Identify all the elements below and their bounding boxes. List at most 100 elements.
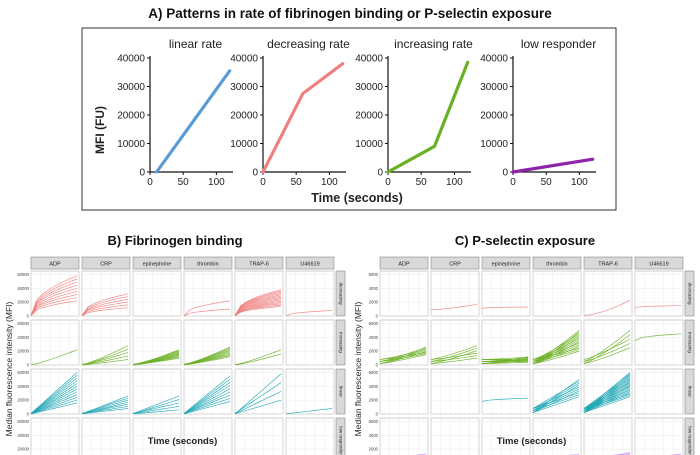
panel-b-facet-panel — [285, 270, 335, 317]
panel-c-series-line — [379, 354, 427, 364]
panel-a-xtick-label: 0 — [510, 177, 516, 188]
panel-c-series-line — [430, 350, 478, 364]
panel-c-series-line — [532, 341, 580, 364]
panel-b-facet-panel — [183, 270, 233, 317]
panel-c-series-line — [481, 397, 529, 402]
panel-c-series-line — [481, 356, 529, 364]
panel-a-series-line — [261, 62, 345, 174]
panel-c-facet-label: thrombin — [546, 262, 567, 268]
panel-b-series-line — [81, 296, 129, 316]
panel-c-series-line — [583, 388, 631, 413]
panel-a-ytick-label: 40000 — [480, 54, 508, 65]
panel-c-ytick-label: 4000 — [369, 384, 379, 389]
panel-b-series-line — [81, 408, 129, 415]
panel-b-series-line — [234, 290, 282, 317]
panel-b-xlabel: Time (seconds) — [148, 436, 218, 447]
panel-c-series-line — [481, 306, 529, 309]
panel-c-ylabel: Median fluorescence intensity (MFI) — [353, 302, 363, 437]
panel-a-subplot-title: low responder — [521, 37, 596, 51]
panel-b-series-line — [132, 399, 180, 415]
panel-b-series-line — [132, 349, 180, 366]
panel-b-ytick-label: 40000 — [17, 433, 29, 438]
panel-a-xtick-label: 100 — [446, 177, 463, 188]
panel-b-series-line — [30, 349, 78, 366]
panel-b-facet-strip — [132, 256, 182, 270]
panel-c-series-line — [532, 346, 580, 364]
panel-b-series-line — [30, 284, 78, 316]
panel-b-series-line — [81, 304, 129, 316]
panel-b-facet-label: U46619 — [300, 262, 319, 268]
panel-b-series-line — [234, 293, 282, 316]
panel-c-ytick-label: 2000 — [369, 349, 379, 354]
panel-b-series-line — [183, 391, 231, 415]
panel-b-series-line — [81, 401, 129, 415]
panel-c-ytick-label: 6000 — [369, 321, 379, 326]
panel-b-series-line — [234, 305, 282, 317]
panel-c-series-line — [532, 331, 580, 364]
panel-c-ytick-label: 2000 — [369, 300, 379, 305]
panel-b-series-line — [30, 391, 78, 415]
panel-b-series-line — [81, 293, 129, 316]
panel-b-series-line — [81, 355, 129, 366]
panel-b-ytick-label: 20000 — [17, 447, 29, 452]
panel-a-ytick-label: 10000 — [230, 139, 258, 150]
panel-b-series-line — [234, 349, 282, 366]
figure-title-a: A) Patterns in rate of fibrinogen bindin… — [148, 6, 552, 21]
panel-b-facet-strip — [183, 256, 233, 270]
panel-c-ytick-label: 6000 — [369, 370, 379, 375]
panel-c-series-line — [583, 373, 631, 413]
panel-b-series-line — [183, 308, 231, 317]
panel-b-ytick-label: 40000 — [17, 286, 29, 291]
panel-b-series-line — [81, 399, 129, 415]
panel-b-series-line — [81, 406, 129, 415]
panel-b-series-line — [81, 299, 129, 317]
panel-a-ytick-label: 30000 — [230, 82, 258, 93]
panel-a-ytick-label: 20000 — [117, 111, 145, 122]
panel-a-xtick-label: 50 — [178, 177, 190, 188]
panel-b-series-line — [30, 386, 78, 415]
panel-b-row-label: increasing — [338, 332, 343, 353]
panel-b-facet-panel — [132, 270, 182, 317]
panel-b-facet-panel — [183, 368, 233, 415]
panel-c-facet-panel — [481, 417, 531, 455]
panel-a-series-line — [511, 157, 595, 174]
panel-c-facet-strip — [583, 256, 633, 270]
panel-b-series-line — [30, 281, 78, 317]
panel-b-series-line — [30, 399, 78, 415]
panel-b-series-line — [183, 375, 231, 414]
panel-b-series-line — [234, 304, 282, 316]
panel-c-ytick-label: 4000 — [369, 335, 379, 340]
panel-a-subplot-title: linear rate — [169, 37, 223, 51]
panel-c-series-line — [583, 377, 631, 413]
panel-c-facet-panel — [430, 270, 480, 317]
panel-c-facet-panel — [379, 417, 429, 455]
panel-b-ytick-label: 0 — [27, 412, 30, 417]
panel-b-facet-label: ADP — [49, 262, 61, 268]
panel-c-facet-label: ADP — [398, 262, 410, 268]
panel-a-ytick-label: 40000 — [355, 54, 383, 65]
panel-c-facet-label: U46619 — [649, 262, 668, 268]
panel-b-series-line — [234, 353, 282, 366]
panel-c-row-label: decreasing — [687, 282, 692, 305]
panel-b-ylabel: Median fluorescence intensity (MFI) — [4, 302, 14, 437]
panel-a-ytick-label: 30000 — [480, 82, 508, 93]
panel-a-ytick-label: 10000 — [355, 139, 383, 150]
panel-b-row-strip — [335, 319, 346, 366]
panel-c-series-line — [379, 347, 427, 364]
panel-a-xtick-label: 100 — [321, 177, 338, 188]
panel-b-facet-panel — [81, 319, 131, 366]
panel-a-ytick-label: 20000 — [230, 111, 258, 122]
panel-b-series-line — [234, 391, 282, 415]
panel-c-facet-panel — [481, 270, 531, 317]
panel-a-ytick-label: 0 — [377, 168, 383, 179]
panel-c-ytick-label: 2000 — [369, 447, 379, 452]
panel-b-facet-panel — [285, 319, 335, 366]
panel-a-ytick-label: 40000 — [230, 54, 258, 65]
panel-a-ytick-label: 40000 — [117, 54, 145, 65]
panel-b-series-line — [183, 401, 231, 415]
panel-c-row-label: linear — [687, 386, 692, 398]
panel-c-facet-panel — [379, 368, 429, 415]
panel-b-facet-label: thrombin — [197, 262, 218, 268]
panel-c-row-strip — [684, 417, 695, 455]
panel-b-facet-panel — [183, 417, 233, 455]
